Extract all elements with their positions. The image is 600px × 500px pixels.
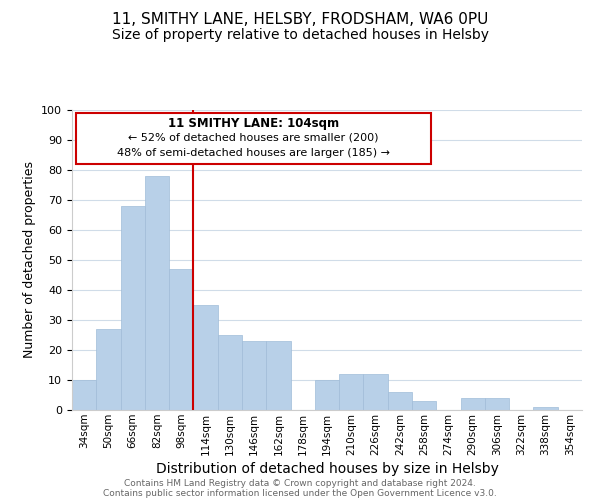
Bar [72,380,96,410]
Bar [412,401,436,410]
Bar [218,335,242,410]
Text: Contains public sector information licensed under the Open Government Licence v3: Contains public sector information licen… [103,488,497,498]
Bar [169,269,193,410]
Bar [364,374,388,410]
Bar [145,176,169,410]
Bar [339,374,364,410]
X-axis label: Distribution of detached houses by size in Helsby: Distribution of detached houses by size … [155,462,499,476]
Text: 11, SMITHY LANE, HELSBY, FRODSHAM, WA6 0PU: 11, SMITHY LANE, HELSBY, FRODSHAM, WA6 0… [112,12,488,28]
Bar [121,206,145,410]
Bar [193,305,218,410]
Text: Contains HM Land Registry data © Crown copyright and database right 2024.: Contains HM Land Registry data © Crown c… [124,478,476,488]
Bar [533,407,558,410]
Y-axis label: Number of detached properties: Number of detached properties [23,162,36,358]
Bar [485,398,509,410]
Bar [96,329,121,410]
Bar [388,392,412,410]
Bar [315,380,339,410]
Text: ← 52% of detached houses are smaller (200): ← 52% of detached houses are smaller (20… [128,132,379,142]
Text: 11 SMITHY LANE: 104sqm: 11 SMITHY LANE: 104sqm [168,118,339,130]
Text: Size of property relative to detached houses in Helsby: Size of property relative to detached ho… [112,28,488,42]
Text: 48% of semi-detached houses are larger (185) →: 48% of semi-detached houses are larger (… [117,148,390,158]
Bar [266,341,290,410]
Bar [242,341,266,410]
Bar [461,398,485,410]
FancyBboxPatch shape [76,113,431,164]
